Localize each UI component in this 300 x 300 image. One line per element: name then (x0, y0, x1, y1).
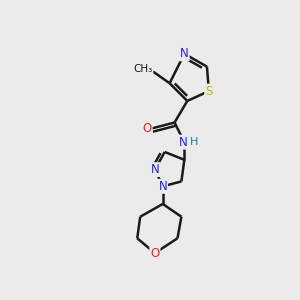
Text: S: S (205, 85, 213, 98)
Text: N: N (179, 136, 188, 148)
Text: O: O (142, 122, 152, 135)
Text: H: H (190, 137, 198, 147)
Text: N: N (180, 47, 189, 60)
Text: O: O (150, 247, 160, 260)
Text: N: N (158, 180, 167, 193)
Text: CH₃: CH₃ (134, 64, 153, 74)
Text: N: N (151, 163, 159, 176)
